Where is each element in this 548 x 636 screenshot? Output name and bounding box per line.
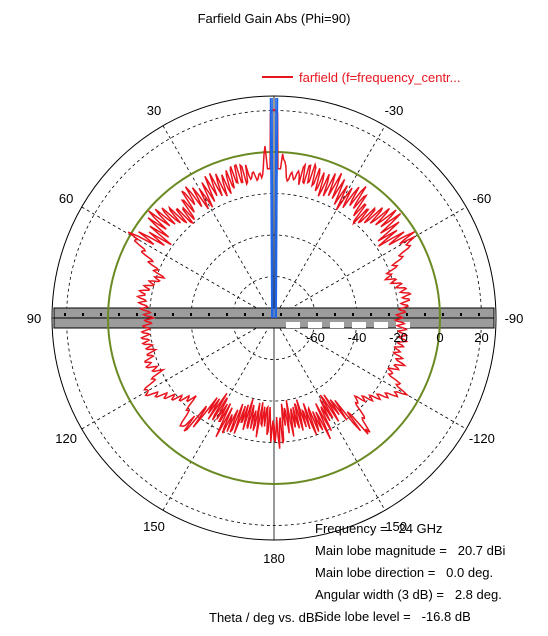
band-marker [82,313,84,316]
annotation-row: Main lobe magnitude = 20.7 dBi [315,543,505,558]
annotation-value: 20.7 dBi [450,543,506,558]
band-marker [262,313,264,316]
main-beam-line [269,97,273,319]
band-marker [172,313,174,316]
radial-tick-label: -40 [348,330,367,345]
reference-circle-line [107,151,441,485]
annotation-label: Frequency = [315,521,392,536]
band-marker [388,313,390,316]
annotation-row: Main lobe direction = 0.0 deg. [315,565,493,580]
band-marker [100,313,102,316]
annotation-label: Main lobe direction = [315,565,439,580]
series-layer [127,107,416,449]
band-gap [308,322,322,328]
angle-tick-label: -90 [505,311,524,326]
band-marker [442,313,444,316]
legend-entry-label: farfield (f=frequency_centr... [299,70,461,85]
radial-tick-label: -60 [306,330,325,345]
radial-tick-labels: -60 -40 -20 0 20 [306,330,489,345]
annotation-row: Frequency = 24 GHz [315,521,443,536]
band-marker [424,313,426,316]
angle-tick-label: 180 [263,551,285,566]
reference-circle [107,151,441,485]
radial-tick-label: -20 [389,330,408,345]
band-marker [280,313,282,316]
annotation-value: -16.8 dB [414,609,471,624]
annotation-label: Angular width (3 dB) = [315,587,448,602]
main-beam-line [274,97,277,319]
band-marker [226,313,228,316]
angle-tick-labels: 30 -30 60 -60 90 -90 120 -120 150 -150 180 [27,103,524,566]
band-marker [154,313,156,316]
band-gap [330,322,344,328]
band-marker [478,313,480,316]
band-marker [460,313,462,316]
angle-tick-label: -60 [472,191,491,206]
radial-tick-label: 20 [474,330,488,345]
angle-tick-label: 120 [55,431,77,446]
band-marker [406,313,408,316]
band-marker [370,313,372,316]
band-marker [136,313,138,316]
angle-tick-label: -150 [381,519,407,534]
series-farfield-trace [127,107,416,449]
horizontal-band [53,307,495,329]
annotation-label: Side lobe level = [315,609,415,624]
main-beam [269,97,279,319]
band-marker [352,313,354,316]
chart-title: Farfield Gain Abs (Phi=90) [198,11,351,26]
band-gap [374,322,388,328]
main-beam-line [271,97,274,319]
band-marker [298,313,300,316]
annotation-value: 0.0 deg. [438,565,494,580]
legend: farfield (f=frequency_centr... [262,70,461,85]
band-gap [286,322,300,328]
angle-tick-label: 30 [147,103,161,118]
band-marker [316,313,318,316]
radial-tick-label: 0 [436,330,443,345]
band-marker [190,313,192,316]
main-beam-line [275,97,279,319]
band-gap [352,322,366,328]
angle-tick-label: 60 [59,191,73,206]
annotation-value: 2.8 deg. [447,587,502,602]
angle-tick-label: 90 [27,311,41,326]
annotation-row: Side lobe level = -16.8 dB [315,609,471,624]
angle-tick-label: -30 [385,103,404,118]
band-marker [208,313,210,316]
angle-tick-label: 150 [143,519,165,534]
annotation-row: Angular width (3 dB) = 2.8 deg. [315,587,502,602]
band-marker [118,313,120,316]
annotation-label: Main lobe magnitude = [315,543,451,558]
annotation-value: 24 GHz [391,521,443,536]
band-marker [64,313,66,316]
band-gap [396,322,410,328]
x-axis-label: Theta / deg vs. dBi [209,610,318,625]
band-marker [334,313,336,316]
band-marker [244,313,246,316]
angle-tick-label: -120 [469,431,495,446]
